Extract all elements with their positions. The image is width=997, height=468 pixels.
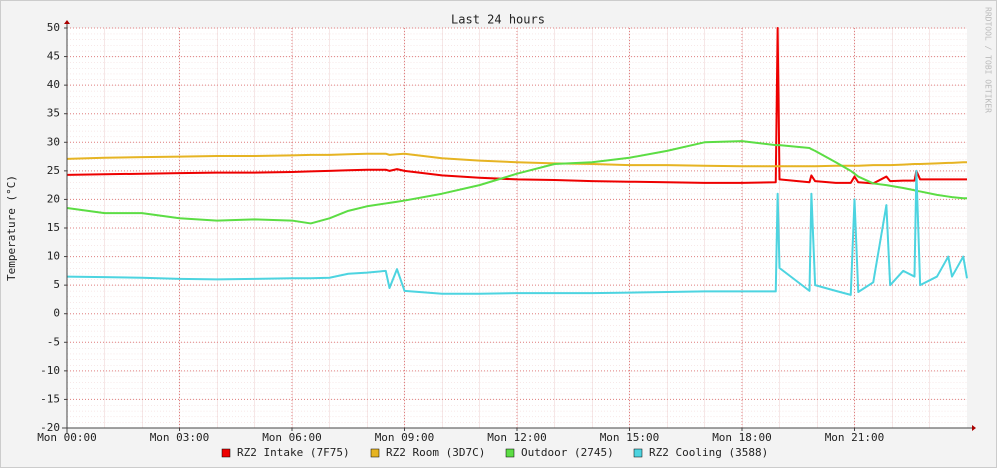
x-tick-label: Mon 06:00 bbox=[262, 431, 322, 444]
y-tick-label: 50 bbox=[47, 21, 60, 34]
y-tick-label: 20 bbox=[47, 192, 60, 205]
y-tick-label: 5 bbox=[53, 278, 60, 291]
y-tick-label: -5 bbox=[47, 335, 60, 348]
y-tick-label: 30 bbox=[47, 135, 60, 148]
x-arrow bbox=[972, 425, 976, 431]
y-tick-label: 10 bbox=[47, 250, 60, 263]
y-arrow bbox=[64, 20, 70, 24]
x-tick-label: Mon 00:00 bbox=[37, 431, 97, 444]
legend-label: RZ2 Room (3D7C) bbox=[386, 446, 485, 459]
watermark: RRDTOOL / TOBI OETIKER bbox=[984, 7, 993, 113]
legend-item: RZ2 Cooling (3588) bbox=[633, 446, 768, 459]
legend-item: RZ2 Room (3D7C) bbox=[370, 446, 485, 459]
x-tick-label: Mon 12:00 bbox=[487, 431, 547, 444]
y-tick-label: 35 bbox=[47, 107, 60, 120]
legend-swatch bbox=[370, 448, 380, 458]
axes bbox=[62, 20, 976, 433]
x-tick-label: Mon 21:00 bbox=[825, 431, 885, 444]
legend-label: Outdoor (2745) bbox=[521, 446, 614, 459]
y-tick-label: 0 bbox=[53, 307, 60, 320]
y-axis-label: Temperature (°C) bbox=[5, 175, 18, 281]
x-tick-label: Mon 03:00 bbox=[150, 431, 210, 444]
y-tick-label: -20 bbox=[40, 421, 60, 434]
y-tick-label: -10 bbox=[40, 364, 60, 377]
series-line bbox=[66, 152, 967, 168]
lines bbox=[66, 27, 968, 296]
series-line bbox=[66, 27, 967, 185]
x-tick-label: Mon 09:00 bbox=[375, 431, 435, 444]
y-tick-label: 40 bbox=[47, 78, 60, 91]
legend-item: Outdoor (2745) bbox=[505, 446, 614, 459]
y-tick-label: 45 bbox=[47, 50, 60, 63]
legend: RZ2 Intake (7F75) RZ2 Room (3D7C) Outdoor … bbox=[221, 446, 768, 459]
legend-label: RZ2 Cooling (3588) bbox=[649, 446, 768, 459]
series-line bbox=[66, 140, 967, 225]
series-line bbox=[66, 169, 968, 296]
y-tick-label: 15 bbox=[47, 221, 60, 234]
legend-swatch bbox=[505, 448, 515, 458]
y-tick-label: -15 bbox=[40, 392, 60, 405]
chart-title: Last 24 hours bbox=[451, 13, 545, 27]
legend-swatch bbox=[221, 448, 231, 458]
x-tick-label: Mon 15:00 bbox=[600, 431, 660, 444]
legend-label: RZ2 Intake (7F75) bbox=[237, 446, 350, 459]
x-tick-label: Mon 18:00 bbox=[712, 431, 772, 444]
legend-swatch bbox=[633, 448, 643, 458]
y-tick-label: 25 bbox=[47, 164, 60, 177]
legend-item: RZ2 Intake (7F75) bbox=[221, 446, 350, 459]
